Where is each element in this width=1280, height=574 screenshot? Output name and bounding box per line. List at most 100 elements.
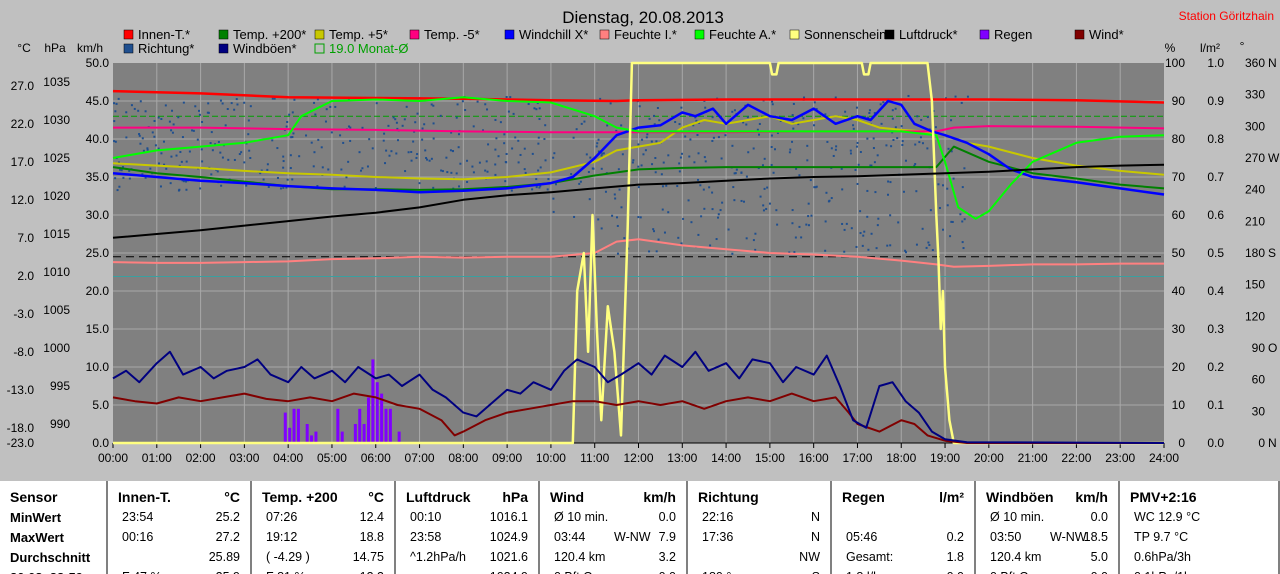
richtung-point (407, 151, 410, 154)
temp-tick-label: 12.0 (11, 193, 35, 207)
richtung-point (596, 142, 599, 145)
richtung-point (631, 161, 634, 164)
richtung-point (689, 138, 692, 141)
richtung-point (266, 168, 269, 171)
richtung-point (220, 184, 223, 187)
panel-cell-value: 25.9 (216, 570, 240, 574)
richtung-point (901, 140, 904, 143)
richtung-point (286, 120, 289, 123)
x-tick-label: 16:00 (799, 451, 829, 465)
richtung-point (137, 109, 140, 112)
richtung-point (457, 133, 460, 136)
richtung-point (182, 180, 185, 183)
row-label: 20.08. 23:59 (10, 570, 83, 574)
kmh-tick-label: 5.0 (92, 398, 109, 412)
hpa-tick-label: 1030 (43, 113, 70, 127)
temp-tick-label: -23.0 (7, 436, 35, 450)
richtung-point (599, 97, 602, 100)
richtung-point (719, 209, 722, 212)
panel-cell-left: Ø 10 min. (990, 510, 1045, 524)
richtung-point (449, 149, 452, 152)
richtung-point (224, 124, 227, 127)
richtung-point (859, 151, 862, 154)
legend-label: Luftdruck* (899, 27, 958, 42)
richtung-point (966, 95, 969, 98)
richtung-point (325, 108, 328, 111)
x-tick-label: 06:00 (361, 451, 391, 465)
richtung-point (271, 139, 274, 142)
panel-cell-value: 5.0 (1090, 550, 1108, 564)
legend-swatch (1074, 29, 1085, 40)
rain-bar (371, 359, 375, 443)
richtung-point (291, 136, 294, 139)
richtung-point (645, 136, 648, 139)
richtung-point (887, 180, 890, 183)
pct-tick-label: 40 (1172, 284, 1186, 298)
richtung-point (361, 167, 364, 170)
richtung-point (122, 176, 125, 179)
x-tick-label: 21:00 (1018, 451, 1048, 465)
richtung-point (523, 168, 526, 171)
richtung-point (759, 195, 762, 198)
richtung-point (657, 238, 660, 241)
unit-rain: l/m² (1200, 41, 1220, 55)
richtung-point (457, 146, 460, 149)
richtung-point (178, 188, 181, 191)
richtung-point (886, 193, 889, 196)
unit-percent: % (1165, 41, 1176, 55)
richtung-point (918, 141, 921, 144)
richtung-point (260, 169, 263, 172)
richtung-point (927, 241, 930, 244)
axis-unit-labels: °C hPa km/h% l/m² ° (17, 39, 1244, 55)
richtung-point (902, 190, 905, 193)
rain-tick-label: 0.4 (1207, 284, 1224, 298)
richtung-point (171, 131, 174, 134)
richtung-point (609, 102, 612, 105)
richtung-point (291, 111, 294, 114)
x-tick-label: 14:00 (711, 451, 741, 465)
richtung-point (870, 164, 873, 167)
weather-chart: Dienstag, 20.08.2013 Station Göritzhain … (6, 8, 1280, 465)
richtung-point (795, 167, 798, 170)
rain-tick-label: 0.7 (1207, 170, 1224, 184)
richtung-point (732, 186, 735, 189)
richtung-point (834, 148, 837, 151)
panel-regen: Regen l/m² 05:46 0.2 Gesamt: 1.8 1.8 l/h 0.0 (832, 481, 976, 574)
richtung-point (809, 179, 812, 182)
richtung-point (703, 207, 706, 210)
richtung-point (611, 214, 614, 217)
richtung-point (692, 124, 695, 127)
pct-tick-label: 0 (1178, 436, 1185, 450)
richtung-point (742, 200, 745, 203)
panel-unit: °C (368, 489, 384, 505)
series-line (112, 163, 1165, 239)
richtung-point (482, 129, 485, 132)
richtung-point (652, 230, 655, 233)
panel-cell-left: 05:46 (846, 530, 878, 544)
panel-innen-t: Innen-T. °C 23:54 25.2 00:16 27.2 25.89 F 47 % 2… (108, 481, 252, 574)
richtung-point (814, 186, 817, 189)
richtung-point (638, 105, 641, 108)
hpa-tick-label: 1005 (43, 303, 70, 317)
richtung-point (359, 169, 362, 172)
richtung-point (637, 165, 640, 168)
richtung-point (868, 109, 871, 112)
richtung-point (168, 120, 171, 123)
legend-swatch (979, 29, 990, 40)
richtung-point (897, 221, 900, 224)
richtung-point (792, 127, 795, 130)
legend-label: Windböen* (233, 41, 297, 56)
richtung-point (160, 152, 163, 155)
richtung-point (271, 97, 274, 100)
richtung-point (693, 161, 696, 164)
richtung-point (798, 225, 801, 228)
panel-header: Richtung (698, 489, 759, 505)
kmh-tick-label: 45.0 (86, 94, 110, 108)
richtung-point (531, 152, 534, 155)
richtung-point (414, 121, 417, 124)
pct-tick-label: 70 (1172, 170, 1186, 184)
richtung-point (900, 125, 903, 128)
richtung-point (789, 148, 792, 151)
panel-cell-left: 00:10 (410, 510, 442, 524)
richtung-point (375, 102, 378, 105)
